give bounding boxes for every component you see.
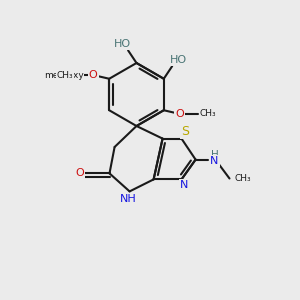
Text: HO: HO [169,55,187,65]
Text: methoxy: methoxy [44,70,83,80]
Text: CH₃: CH₃ [235,174,251,183]
Text: CH₃: CH₃ [200,110,216,118]
Text: H: H [211,150,218,160]
Text: HO: HO [113,39,131,50]
Text: CH₃: CH₃ [57,70,74,80]
Text: NH: NH [120,194,136,204]
Text: N: N [210,156,219,166]
Text: O: O [75,168,84,178]
Text: S: S [181,124,189,138]
Text: N: N [180,180,188,190]
Text: O: O [176,109,184,119]
Text: O: O [88,70,98,80]
